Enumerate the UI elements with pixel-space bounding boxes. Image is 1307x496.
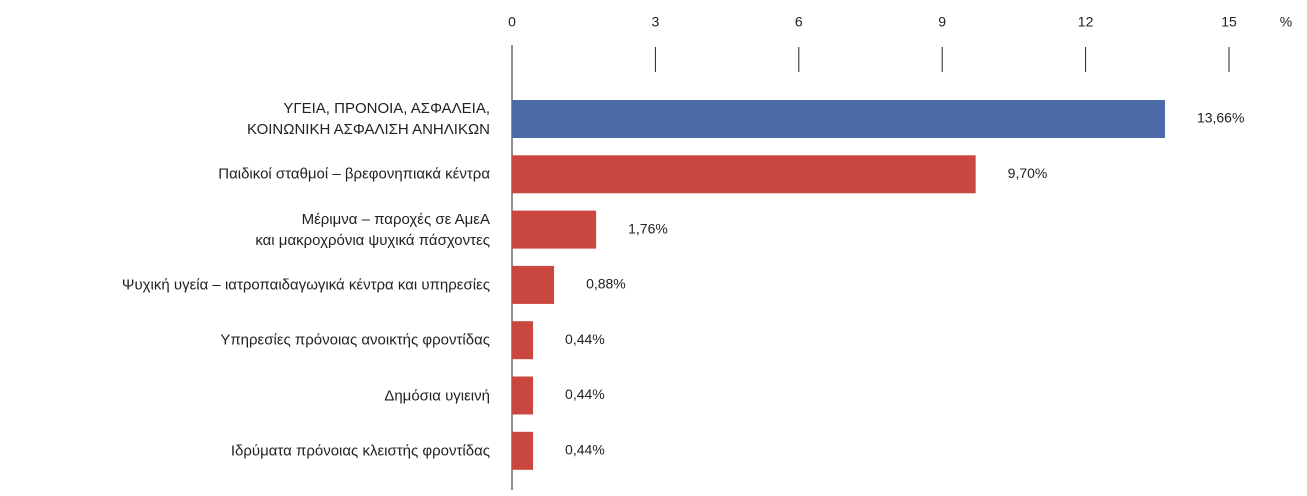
category-label: Δημόσια υγιεινή — [384, 387, 490, 404]
bar — [512, 210, 597, 249]
value-label: 0,44% — [565, 331, 605, 347]
category-label: Ιδρύματα πρόνοιας κλειστής φροντίδας — [230, 442, 490, 460]
value-label: 0,88% — [586, 276, 626, 292]
value-label: 9,70% — [1008, 165, 1048, 181]
bar — [512, 376, 534, 415]
x-tick-label: 0 — [508, 14, 516, 30]
x-tick-label: 6 — [795, 14, 803, 30]
bar — [512, 155, 976, 194]
x-tick-label: 12 — [1078, 14, 1094, 30]
x-tick-label: 3 — [652, 14, 660, 30]
category-label: Μέριμνα – παροχές σε ΑμεΑ και μακροχρόνι… — [255, 210, 490, 249]
bar — [512, 431, 534, 470]
category-label: Παιδικοί σταθμοί – βρεφονηπιακά κέντρα — [218, 165, 490, 183]
value-label: 13,66% — [1197, 110, 1244, 126]
bar — [512, 100, 1165, 138]
x-tick-label: 9 — [938, 14, 946, 30]
bar — [512, 321, 534, 360]
value-label: 0,44% — [565, 442, 605, 458]
x-tick-label: 15 — [1221, 14, 1237, 30]
bar — [512, 265, 555, 304]
value-label: 1,76% — [628, 220, 668, 236]
axis-unit: % — [1280, 14, 1292, 30]
category-label: ΥΓΕΙΑ, ΠΡΟΝΟΙΑ, ΑΣΦΑΛΕΙΑ, ΚΟΙΝΩΝΙΚΗ ΑΣΦΑ… — [247, 100, 490, 138]
category-label: Ψυχική υγεία – ιατροπαιδαγωγικά κέντρα κ… — [121, 276, 490, 294]
value-label: 0,44% — [565, 386, 605, 402]
category-label: Υπηρεσίες πρόνοιας ανοικτής φροντίδας — [220, 331, 490, 349]
